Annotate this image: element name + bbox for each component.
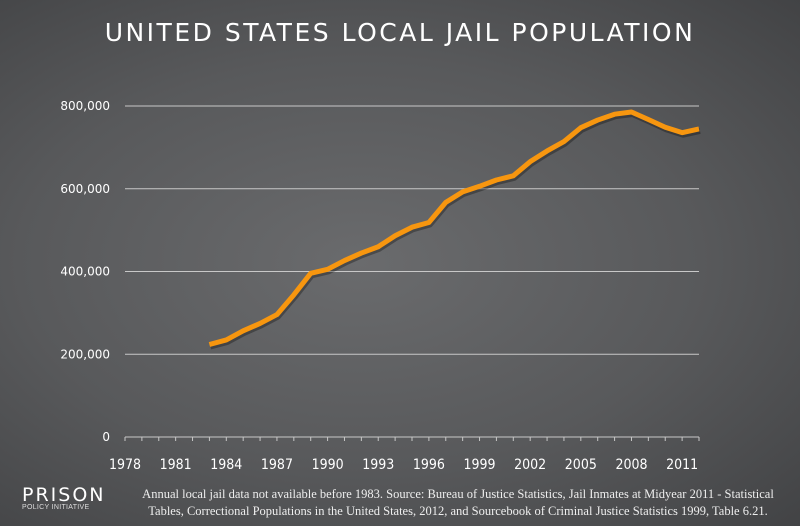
x-tick-label: 2011 bbox=[666, 457, 698, 473]
series-line-shadow bbox=[209, 110, 701, 350]
logo-line2: POLICY INITIATIVE bbox=[22, 504, 90, 511]
x-tick-label: 1990 bbox=[312, 457, 344, 473]
x-tick-label: 1981 bbox=[160, 457, 192, 473]
prison-policy-initiative-logo: PRISON POLICY INITIATIVE bbox=[22, 484, 106, 512]
logo-line1: PRISON bbox=[22, 484, 106, 506]
y-tick-label: 600,000 bbox=[60, 182, 110, 196]
x-tick-label: 1999 bbox=[464, 457, 496, 473]
x-tick-label: 1987 bbox=[261, 457, 293, 473]
y-tick-label: 800,000 bbox=[60, 99, 110, 113]
x-tick-label: 1993 bbox=[362, 457, 394, 473]
source-note-line1: Annual local jail data not available bef… bbox=[142, 487, 774, 501]
x-tick-label: 1984 bbox=[210, 457, 242, 473]
x-tick-label: 1978 bbox=[109, 457, 141, 473]
series-line bbox=[208, 109, 700, 347]
y-tick-label: 200,000 bbox=[60, 347, 110, 361]
chart-title: UNITED STATES LOCAL JAIL POPULATION bbox=[104, 18, 696, 47]
y-tick-label: 0 bbox=[102, 430, 110, 444]
x-tick-label: 2008 bbox=[615, 457, 647, 473]
y-tick-label: 400,000 bbox=[60, 265, 110, 279]
x-tick-label: 1996 bbox=[413, 457, 445, 473]
x-tick-label: 2002 bbox=[514, 457, 546, 473]
source-note-line2: Tables, Correctional Populations in the … bbox=[148, 504, 768, 518]
x-tick-label: 2005 bbox=[565, 457, 597, 473]
source-note: Annual local jail data not available bef… bbox=[118, 486, 798, 520]
